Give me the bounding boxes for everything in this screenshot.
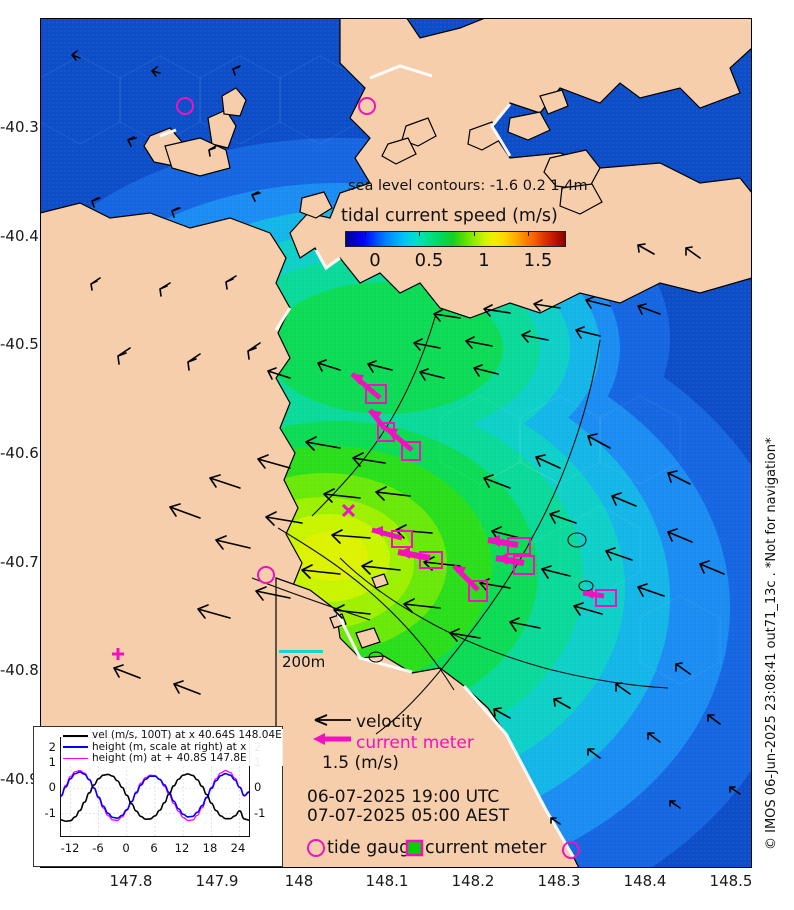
- current-meter-key-label-2: current meter: [425, 838, 547, 858]
- x-tick-label: 148.5: [709, 872, 753, 890]
- timeseries-location-x-marker: [341, 503, 356, 518]
- legend-label-velocity: vel (m/s, 100T) at x 40.64S 148.04E: [92, 729, 282, 741]
- y-tick-label: -40.7: [0, 553, 39, 571]
- tide-gauge-markers[interactable]: [176, 97, 580, 859]
- legend-swatch-velocity: [63, 734, 88, 737]
- legend-entry: height (m) at + 40.8S 147.8E: [61, 753, 282, 765]
- y-tick-label: -40.8: [0, 661, 39, 679]
- legend-label-height-x: height (m, scale at right) at x: [92, 740, 247, 753]
- x-tick-label: 147.9: [195, 872, 239, 890]
- colorbar-label-1: 0.5: [414, 250, 444, 271]
- velocity-vectors: [71, 50, 741, 845]
- inset-xtick: 24: [230, 841, 246, 855]
- colorbar-tick-3: [528, 231, 529, 236]
- inset-ytick-right: -1: [254, 806, 266, 820]
- x-tick-label: 148.4: [623, 872, 667, 890]
- timeseries-inset-panel: 2 1 0 -1 2 1 0 -1 -12 -6 0 6 12 18 24 ve…: [33, 726, 283, 867]
- colorbar-gradient: [345, 231, 566, 247]
- velocity-magnitude-label: 1.5 (m/s): [322, 753, 399, 773]
- surf-fringe: [159, 64, 576, 859]
- y-tick-label: -40.6: [0, 444, 39, 462]
- tide-gauge-key-label: tide gauge: [327, 838, 421, 858]
- inset-xtick: -12: [60, 841, 80, 855]
- inset-xtick: 6: [150, 841, 158, 855]
- timeseries-location-plus-marker: [112, 648, 124, 660]
- current-meter-key-icon: [405, 839, 424, 857]
- inset-legend: vel (m/s, 100T) at x 40.64S 148.04E heig…: [61, 729, 283, 766]
- legend-entry: height (m, scale at right) at x: [61, 740, 282, 754]
- inset-ytick-left: 0: [48, 780, 56, 794]
- legend-swatch-height-plus: [63, 758, 88, 760]
- inset-xtick: 18: [202, 841, 218, 855]
- scale-bar-label: 200m: [282, 653, 326, 671]
- colorbar-label-0: 0: [369, 250, 381, 271]
- velocity-key-arrows: [313, 714, 351, 745]
- colorbar-title: tidal current speed (m/s): [341, 206, 558, 226]
- inset-ytick-left: 2: [48, 740, 56, 754]
- inset-xtick: -6: [92, 841, 104, 855]
- y-tick-label: -40.9: [0, 770, 39, 788]
- sea-level-contours-label: sea level contours: -1.6 0.2 1.4m: [348, 178, 588, 194]
- current-meter-markers[interactable]: [112, 372, 617, 660]
- y-tick-label: -40.4: [0, 227, 39, 245]
- y-tick-label: -40.3: [0, 118, 39, 136]
- datetime-utc: 06-07-2025 19:00 UTC: [307, 787, 500, 807]
- x-tick-label: 147.8: [109, 872, 153, 890]
- x-tick-label: 148: [284, 872, 314, 890]
- datetime-local: 07-07-2025 05:00 AEST: [307, 806, 510, 826]
- land-masses: [40, 18, 752, 868]
- x-tick-label: 148.2: [451, 872, 495, 890]
- inset-xtick: 12: [174, 841, 190, 855]
- legend-label-height-plus: height (m) at + 40.8S 147.8E: [92, 752, 247, 765]
- legend-swatch-height-x: [63, 746, 88, 749]
- colorbar-label-2: 1: [478, 250, 490, 271]
- colorbar-tick-2: [474, 231, 475, 236]
- tide-gauge-key-icon: [307, 839, 325, 857]
- inset-ytick-left: -1: [44, 806, 56, 820]
- y-tick-label: -40.5: [0, 335, 39, 353]
- velocity-key-label: velocity: [356, 712, 423, 732]
- colorbar-tick-0: [365, 231, 366, 236]
- scale-bar-line: [279, 650, 323, 653]
- current-meter-key-label: current meter: [356, 733, 474, 753]
- x-tick-label: 148.3: [537, 872, 581, 890]
- inset-xtick: 0: [122, 841, 130, 855]
- velocity-curve: [61, 773, 249, 823]
- inset-ytick-left: 1: [48, 755, 56, 769]
- sea-level-contours: [251, 313, 669, 735]
- x-tick-label: 148.1: [365, 872, 409, 890]
- colorbar-tick-1: [419, 231, 420, 236]
- colorbar-label-3: 1.5: [523, 250, 553, 271]
- copyright-text: © IMOS 06-Jun-2025 23:08:41 out71_13c . …: [764, 437, 779, 850]
- legend-entry: vel (m/s, 100T) at x 40.64S 148.04E: [61, 729, 282, 742]
- inset-ytick-right: 0: [254, 780, 262, 794]
